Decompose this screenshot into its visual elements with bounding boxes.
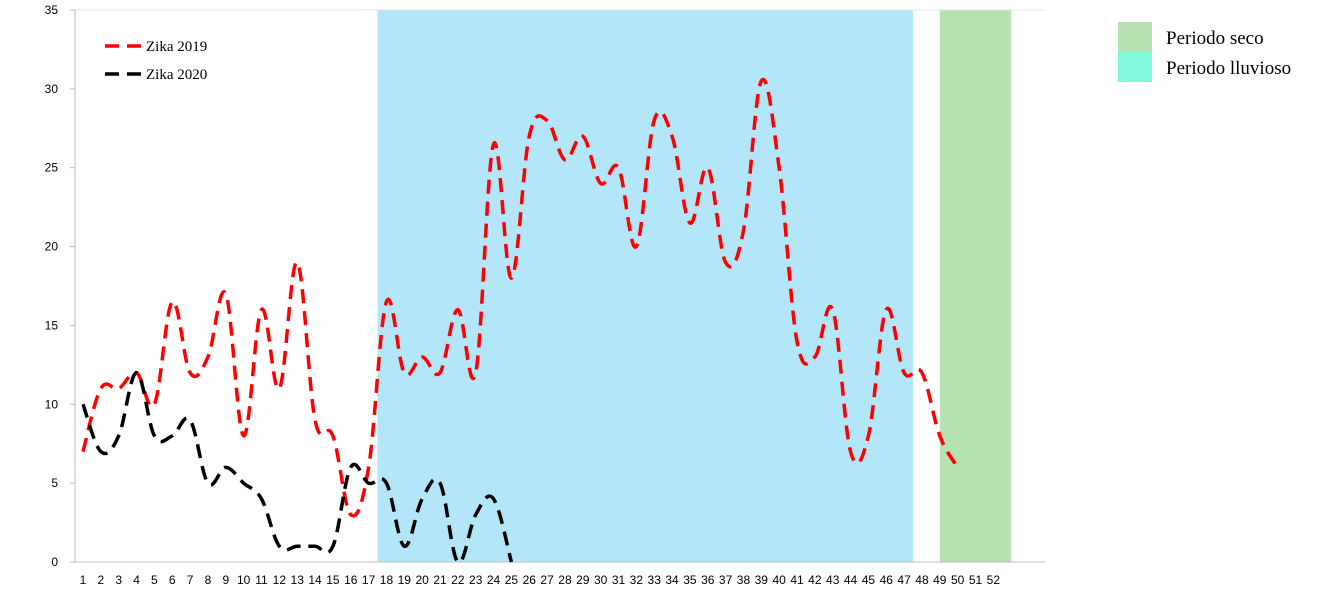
- x-tick-label: 5: [151, 573, 158, 587]
- x-tick-label: 52: [987, 573, 1001, 587]
- period-bands: [377, 10, 1012, 562]
- x-tick-label: 27: [540, 573, 554, 587]
- x-tick-label: 3: [115, 573, 122, 587]
- x-axis-ticks: 1 2 3 4 5 6 7 8 9 10 11 12 13 14 15 16 17 18 19 20 21 22 23 24 2…: [80, 573, 1001, 587]
- period-legend-swatch-2: [1118, 52, 1152, 82]
- y-tick-label: 20: [45, 240, 59, 254]
- x-tick-label: 16: [344, 573, 358, 587]
- x-tick-label: 40: [772, 573, 786, 587]
- period-legend-label-1: Periodo seco: [1166, 28, 1264, 49]
- y-tick-label: 5: [51, 476, 58, 490]
- x-tick-label: 46: [880, 573, 894, 587]
- x-tick-label: 51: [969, 573, 983, 587]
- x-tick-label: 36: [701, 573, 715, 587]
- x-tick-label: 20: [415, 573, 429, 587]
- x-tick-label: 17: [362, 573, 376, 587]
- x-tick-label: 45: [862, 573, 876, 587]
- x-tick-label: 31: [612, 573, 626, 587]
- x-tick-label: 41: [790, 573, 804, 587]
- x-tick-label: 18: [380, 573, 394, 587]
- y-tick-label: 35: [45, 3, 59, 17]
- period-band-1: [377, 10, 914, 562]
- y-axis-ticks: 0 5 10 15 20 25 30 35: [45, 3, 75, 569]
- legend-label-1: Zika 2019: [146, 39, 207, 55]
- x-tick-label: 39: [755, 573, 769, 587]
- series-lines: [81, 77, 960, 564]
- x-tick-label: 34: [665, 573, 679, 587]
- x-tick-label: 35: [683, 573, 697, 587]
- x-tick-label: 2: [98, 573, 105, 587]
- x-tick-label: 44: [844, 573, 858, 587]
- x-tick-label: 4: [133, 573, 140, 587]
- y-tick-label: 10: [45, 397, 59, 411]
- axes: [74, 9, 1045, 563]
- period-legend: Periodo seco Periodo lluvioso: [1118, 22, 1291, 82]
- x-tick-label: 19: [398, 573, 412, 587]
- x-tick-label: 42: [808, 573, 822, 587]
- x-tick-label: 6: [169, 573, 176, 587]
- y-tick-label: 15: [45, 318, 59, 332]
- x-tick-label: 7: [187, 573, 194, 587]
- x-tick-label: 11: [255, 573, 268, 587]
- x-tick-label: 8: [205, 573, 212, 587]
- x-tick-label: 22: [451, 573, 465, 587]
- x-tick-label: 21: [433, 573, 447, 587]
- x-tick-label: 29: [576, 573, 590, 587]
- x-tick-label: 38: [737, 573, 751, 587]
- x-tick-label: 43: [826, 573, 840, 587]
- period-band-2: [939, 10, 1012, 562]
- x-tick-label: 32: [630, 573, 644, 587]
- x-tick-label: 13: [291, 573, 305, 587]
- x-tick-label: 12: [273, 573, 287, 587]
- period-legend-swatch-1: [1118, 22, 1152, 52]
- x-tick-label: 24: [487, 573, 501, 587]
- x-tick-label: 30: [594, 573, 608, 587]
- x-tick-label: 1: [80, 573, 87, 587]
- series-legend: Zika 2019 Zika 2020: [105, 39, 207, 83]
- x-tick-label: 15: [326, 573, 340, 587]
- x-tick-label: 37: [719, 573, 733, 587]
- x-tick-label: 33: [648, 573, 662, 587]
- y-tick-label: 25: [45, 161, 59, 175]
- x-tick-label: 25: [505, 573, 519, 587]
- x-tick-label: 48: [915, 573, 929, 587]
- x-tick-label: 50: [951, 573, 965, 587]
- x-tick-label: 28: [558, 573, 572, 587]
- x-tick-label: 10: [237, 573, 251, 587]
- x-tick-label: 49: [933, 573, 947, 587]
- y-tick-label: 30: [45, 82, 59, 96]
- series-line-2: [81, 370, 514, 564]
- x-tick-label: 47: [897, 573, 911, 587]
- x-tick-label: 26: [523, 573, 537, 587]
- x-tick-label: 23: [469, 573, 483, 587]
- x-tick-label: 14: [308, 573, 322, 587]
- x-tick-label: 9: [222, 573, 229, 587]
- period-legend-label-2: Periodo lluvioso: [1166, 58, 1291, 79]
- series-line-1: [81, 77, 960, 518]
- y-tick-label: 0: [51, 555, 58, 569]
- legend-label-2: Zika 2020: [146, 67, 207, 83]
